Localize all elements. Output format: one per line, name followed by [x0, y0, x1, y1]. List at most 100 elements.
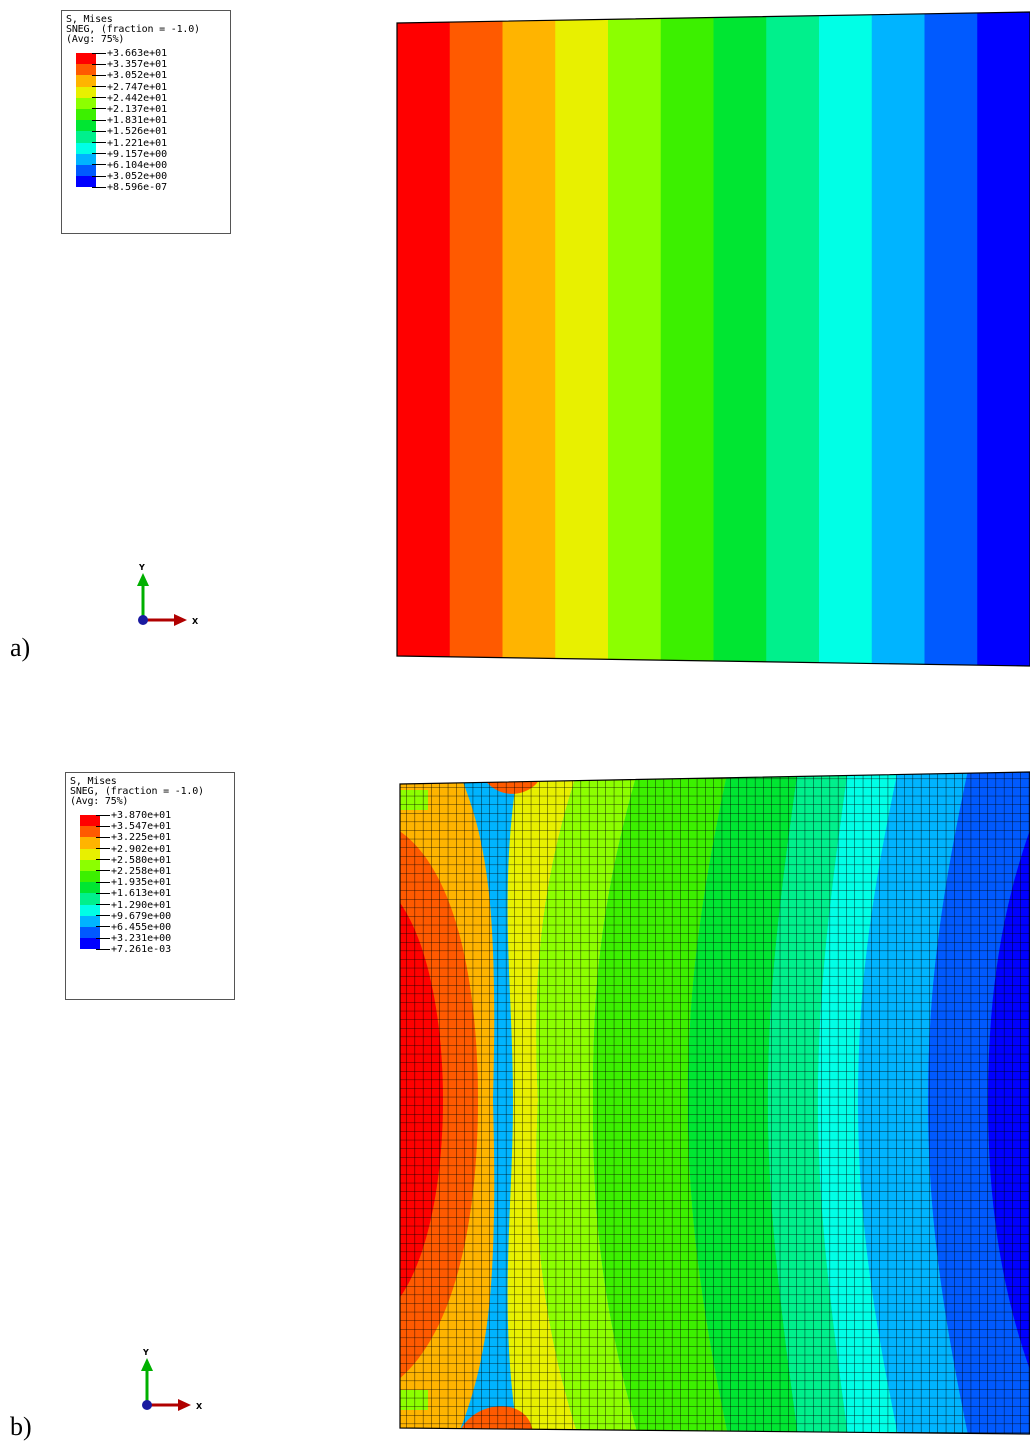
- legend-swatch: [76, 75, 96, 87]
- legend-values: +3.870e+01 +3.547e+01 +3.225e+01 +2.902e+01…: [96, 810, 171, 955]
- legend-swatch: [80, 837, 100, 849]
- legend-value: +9.679e+00: [96, 911, 171, 922]
- contour-bands: [397, 12, 1030, 666]
- contour-band: [871, 12, 925, 666]
- legend-values: +3.663e+01 +3.357e+01 +3.052e+01 +2.747e+01…: [92, 48, 167, 193]
- triad-x-arrow: [174, 614, 187, 626]
- triad-origin: [138, 615, 148, 625]
- legend-value: +3.663e+01: [92, 48, 167, 59]
- legend-swatch: [76, 120, 96, 132]
- legend-swatches: [76, 53, 96, 188]
- contour-legend: S, Mises SNEG, (fraction = -1.0) (Avg: 7…: [61, 10, 231, 234]
- triad-y-arrow: [137, 573, 149, 586]
- axis-triad: Y X: [137, 563, 199, 626]
- contour-legend: S, Mises SNEG, (fraction = -1.0) (Avg: 7…: [65, 772, 235, 1000]
- model-outline: [399, 771, 1030, 1435]
- triad-y-label: Y: [142, 1348, 149, 1357]
- panel-label: a): [10, 633, 31, 662]
- legend-title: S, Mises SNEG, (fraction = -1.0) (Avg: 7…: [70, 777, 234, 807]
- panel-a: S, Mises SNEG, (fraction = -1.0) (Avg: 7…: [0, 0, 1030, 720]
- legend-swatch: [80, 848, 100, 860]
- legend-swatch: [80, 826, 100, 838]
- contour-band: [819, 12, 873, 666]
- legend-value: +1.831e+01: [92, 115, 167, 126]
- contour-band: [502, 12, 556, 666]
- triad-y-arrow: [141, 1358, 153, 1371]
- contour-plot-a: [396, 11, 1030, 667]
- legend-scale: +3.663e+01 +3.357e+01 +3.052e+01 +2.747e+01…: [66, 48, 230, 196]
- legend-swatch: [76, 97, 96, 109]
- legend-value: +9.157e+00: [92, 149, 167, 160]
- legend-variable: S, Mises: [66, 14, 113, 25]
- contour-band: [766, 12, 820, 666]
- legend-value: +3.052e+01: [92, 70, 167, 81]
- triad-x-label: X: [192, 617, 199, 626]
- legend-swatch: [80, 926, 100, 939]
- legend-value: +2.580e+01: [96, 855, 171, 866]
- legend-value: +1.935e+01: [96, 877, 171, 888]
- triad-x-arrow: [178, 1399, 191, 1411]
- contour-band: [924, 12, 978, 666]
- triad-y-label: Y: [138, 563, 145, 572]
- mesh-grid: [400, 772, 1030, 1434]
- legend-value: +2.137e+01: [92, 104, 167, 115]
- legend-averaging: (Avg: 75%): [70, 796, 129, 807]
- panel-label: b): [10, 1412, 32, 1441]
- legend-value: +2.258e+01: [96, 866, 171, 877]
- legend-value: +2.902e+01: [96, 844, 171, 855]
- legend-swatch: [76, 86, 96, 98]
- legend-swatch: [76, 53, 96, 65]
- legend-swatch: [80, 870, 100, 883]
- legend-swatch: [76, 164, 96, 177]
- legend-value: +7.261e-03: [96, 944, 171, 955]
- axis-triad: Y X: [141, 1348, 203, 1411]
- contour-plot-b: [399, 771, 1030, 1435]
- legend-value: +3.052e+00: [92, 171, 167, 182]
- contour-band: [397, 12, 451, 666]
- legend-value: +1.221e+01: [92, 138, 167, 149]
- contour-band: [555, 12, 609, 666]
- legend-swatch: [76, 108, 96, 121]
- model-outline: [396, 11, 1030, 667]
- legend-swatch: [80, 893, 100, 905]
- legend-value: +2.747e+01: [92, 82, 167, 93]
- legend-value: +6.104e+00: [92, 160, 167, 171]
- legend-swatch: [80, 938, 100, 950]
- contour-band: [713, 12, 767, 666]
- legend-value: +8.596e-07: [92, 182, 167, 193]
- legend-section-point: SNEG, (fraction = -1.0): [70, 786, 204, 797]
- legend-swatches: [80, 815, 100, 950]
- legend-value: +3.547e+01: [96, 821, 171, 832]
- contour-band: [660, 12, 714, 666]
- legend-value: +6.455e+00: [96, 922, 171, 933]
- triad-x-label: X: [196, 1402, 203, 1411]
- legend-swatch: [80, 904, 100, 916]
- contour-band: [449, 12, 503, 666]
- legend-section-point: SNEG, (fraction = -1.0): [66, 24, 200, 35]
- legend-value: +1.526e+01: [92, 126, 167, 137]
- legend-swatch: [76, 176, 96, 188]
- legend-title: S, Mises SNEG, (fraction = -1.0) (Avg: 7…: [66, 15, 230, 45]
- legend-value: +3.225e+01: [96, 832, 171, 843]
- legend-swatch: [76, 64, 96, 76]
- legend-variable: S, Mises: [70, 776, 117, 787]
- legend-swatch: [80, 859, 100, 871]
- legend-value: +3.870e+01: [96, 810, 171, 821]
- legend-averaging: (Avg: 75%): [66, 34, 125, 45]
- legend-swatch: [80, 815, 100, 827]
- contour-band: [977, 12, 1030, 666]
- legend-value: +2.442e+01: [92, 93, 167, 104]
- legend-swatch: [80, 915, 100, 927]
- legend-scale: +3.870e+01 +3.547e+01 +3.225e+01 +2.902e+01…: [70, 810, 234, 958]
- contour-band: [608, 12, 662, 666]
- triad-origin: [142, 1400, 152, 1410]
- legend-value: +3.231e+00: [96, 933, 171, 944]
- legend-swatch: [76, 153, 96, 165]
- legend-swatch: [76, 131, 96, 143]
- contour-bands: [400, 772, 1030, 1434]
- legend-value: +1.613e+01: [96, 888, 171, 899]
- legend-swatch: [80, 882, 100, 894]
- legend-value: +1.290e+01: [96, 900, 171, 911]
- legend-value: +3.357e+01: [92, 59, 167, 70]
- panel-b: S, Mises SNEG, (fraction = -1.0) (Avg: 7…: [0, 760, 1030, 1450]
